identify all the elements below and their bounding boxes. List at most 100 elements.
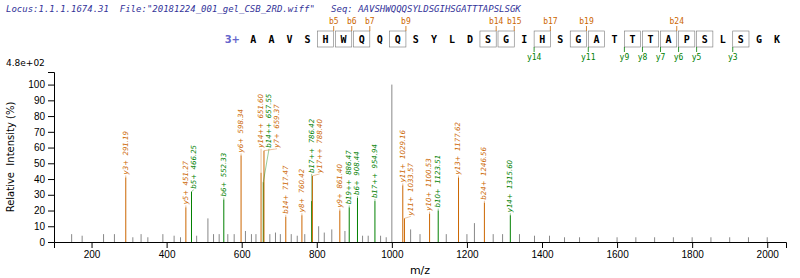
- leader-line: [241, 153, 242, 155]
- y-tick-label: 100: [28, 79, 45, 90]
- peak: [180, 237, 181, 242]
- y-ion-tick: [624, 47, 625, 52]
- peak: [174, 236, 175, 242]
- x-tick-mark: [692, 242, 693, 248]
- peak: [141, 234, 142, 242]
- peak: [534, 236, 535, 242]
- leader-line: [263, 149, 269, 182]
- y-ion-tick: [660, 47, 661, 52]
- x-tick-mark: [542, 242, 543, 248]
- peak: [339, 211, 340, 242]
- peak: [767, 237, 768, 242]
- peak: [227, 234, 228, 242]
- x-tick: 1400: [531, 242, 554, 260]
- peak: [255, 234, 256, 242]
- peak: [374, 201, 375, 242]
- peak: [729, 237, 730, 242]
- residue: Q: [359, 34, 365, 45]
- x-axis: 200400600800100012001400160018002000: [55, 242, 787, 260]
- x-tick-label: 1800: [682, 249, 705, 260]
- peak: [297, 236, 298, 242]
- residue: V: [286, 34, 292, 45]
- peak: [446, 234, 447, 242]
- peak-label: b14+ 717.47: [282, 165, 290, 214]
- y-tick-label: 10: [34, 221, 46, 232]
- x-tick: 800: [309, 242, 326, 260]
- residue-box: [679, 31, 695, 47]
- peak: [617, 237, 618, 242]
- y-tick-mark: [48, 116, 54, 117]
- residue: S: [738, 34, 744, 45]
- chart: 2004006008001000120014001600180020000102…: [0, 0, 800, 278]
- peak-label: b6+ 908.44: [353, 151, 361, 195]
- residue: W: [341, 34, 348, 45]
- x-tick-mark: [92, 242, 93, 248]
- leader-line: [191, 190, 193, 192]
- peak-label: y11+ 1033.57: [407, 163, 415, 217]
- residue-box: [317, 31, 333, 47]
- x-tick: 1000: [381, 242, 404, 260]
- leader-line: [223, 198, 224, 200]
- peak: [549, 236, 550, 242]
- y-tick-mark: [48, 195, 54, 196]
- leader-line: [357, 196, 358, 198]
- y-axis-line: [48, 73, 55, 243]
- peak: [654, 237, 655, 242]
- peak-label: b14++ 657.55: [265, 93, 273, 148]
- y-ion-tick: [588, 47, 589, 52]
- y-tick: 70: [34, 127, 54, 138]
- residue-box: [733, 31, 749, 47]
- peak: [692, 237, 693, 242]
- residue: K: [774, 34, 780, 45]
- b-ion-tick: [333, 26, 334, 31]
- residue: L: [449, 34, 455, 45]
- peaks: [72, 85, 768, 242]
- peak: [114, 234, 115, 242]
- peak: [263, 151, 264, 242]
- peak-label: b24+ 1246.56: [480, 146, 488, 199]
- y-tick: 100: [28, 79, 54, 90]
- b-ion-tick: [496, 26, 497, 31]
- x-tick-label: 200: [84, 249, 101, 260]
- peak: [362, 236, 363, 242]
- title: Locus:1.1.1.1674.31 File:"20181224_001_g…: [6, 4, 521, 14]
- peak: [162, 234, 163, 242]
- peak: [458, 177, 459, 242]
- x-tick: 200: [84, 242, 101, 260]
- peak: [404, 218, 405, 242]
- residue: Y: [431, 34, 437, 45]
- y-tick: 30: [34, 189, 54, 200]
- peak: [269, 234, 270, 242]
- peak: [82, 236, 83, 242]
- peak: [261, 173, 262, 242]
- y-tick: 50: [34, 158, 54, 169]
- residue-box: [642, 31, 658, 47]
- x-tick-mark: [767, 242, 768, 248]
- y-ion-label: y5: [692, 53, 702, 62]
- y-tick-mark: [48, 211, 54, 212]
- b-ion-label: b15: [507, 17, 522, 26]
- leader-line: [339, 209, 340, 211]
- y-ion-label: y14: [527, 53, 542, 62]
- y-ion-tick: [642, 47, 643, 52]
- peak: [241, 155, 242, 242]
- peak: [312, 176, 313, 242]
- residue: S: [557, 34, 563, 45]
- peak: [510, 215, 511, 242]
- residue-box: [480, 31, 496, 47]
- x-tick-mark: [167, 242, 168, 248]
- residue: A: [268, 34, 274, 45]
- peak: [710, 237, 711, 242]
- x-tick-mark: [242, 242, 243, 248]
- y-tick: 90: [34, 95, 54, 106]
- y-tick: 60: [34, 142, 54, 153]
- y-ion-label: y7: [656, 53, 666, 62]
- peak-label: b19++ 886.47: [345, 150, 353, 205]
- leader-line: [404, 216, 410, 218]
- peak-label: y7+ 659.37: [273, 104, 281, 149]
- residue: S: [413, 34, 419, 45]
- peak: [185, 207, 186, 242]
- y-tick-label: 40: [34, 174, 46, 185]
- residue: G: [575, 34, 581, 45]
- x-tick-mark: [467, 242, 468, 248]
